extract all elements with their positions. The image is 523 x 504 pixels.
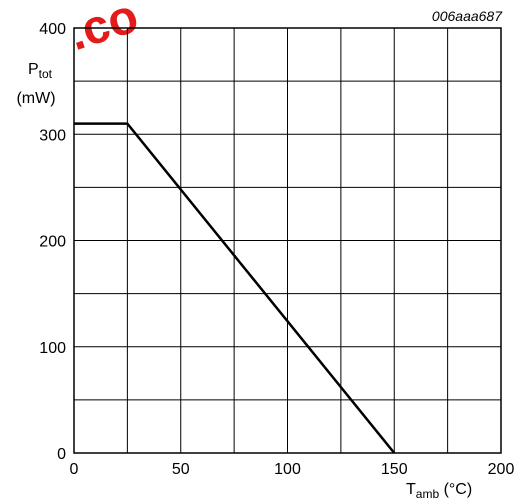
y-tick-label: 200 [39, 234, 66, 251]
figure-code: 006aaa687 [432, 8, 503, 24]
y-tick-label: 100 [39, 340, 66, 357]
tick-labels: 0 50 100 150 200 0 100 200 300 400 [39, 21, 514, 478]
series [74, 122, 396, 454]
plot-frame [73, 27, 502, 454]
y-axis-unit: (mW) [16, 90, 55, 107]
x-tick-label: 200 [488, 461, 515, 478]
x-axis-label: Tamb (°C) [406, 481, 472, 501]
x-tick-label: 100 [274, 461, 301, 478]
x-axis-subscript: amb [416, 487, 440, 501]
y-axis-symbol: P [28, 61, 39, 78]
y-tick-label: 400 [39, 21, 66, 38]
x-tick-label: 150 [381, 461, 408, 478]
x-axis-unit: (°C) [439, 481, 472, 498]
y-tick-label: 0 [57, 446, 66, 463]
series-line [74, 122, 396, 454]
grid [73, 27, 502, 454]
y-axis-subscript: tot [39, 67, 53, 81]
y-tick-label: 300 [39, 127, 66, 144]
x-tick-label: 50 [172, 461, 190, 478]
y-axis-label: Ptot [28, 61, 53, 81]
x-axis-symbol: T [406, 481, 416, 498]
x-tick-label: 0 [70, 461, 79, 478]
